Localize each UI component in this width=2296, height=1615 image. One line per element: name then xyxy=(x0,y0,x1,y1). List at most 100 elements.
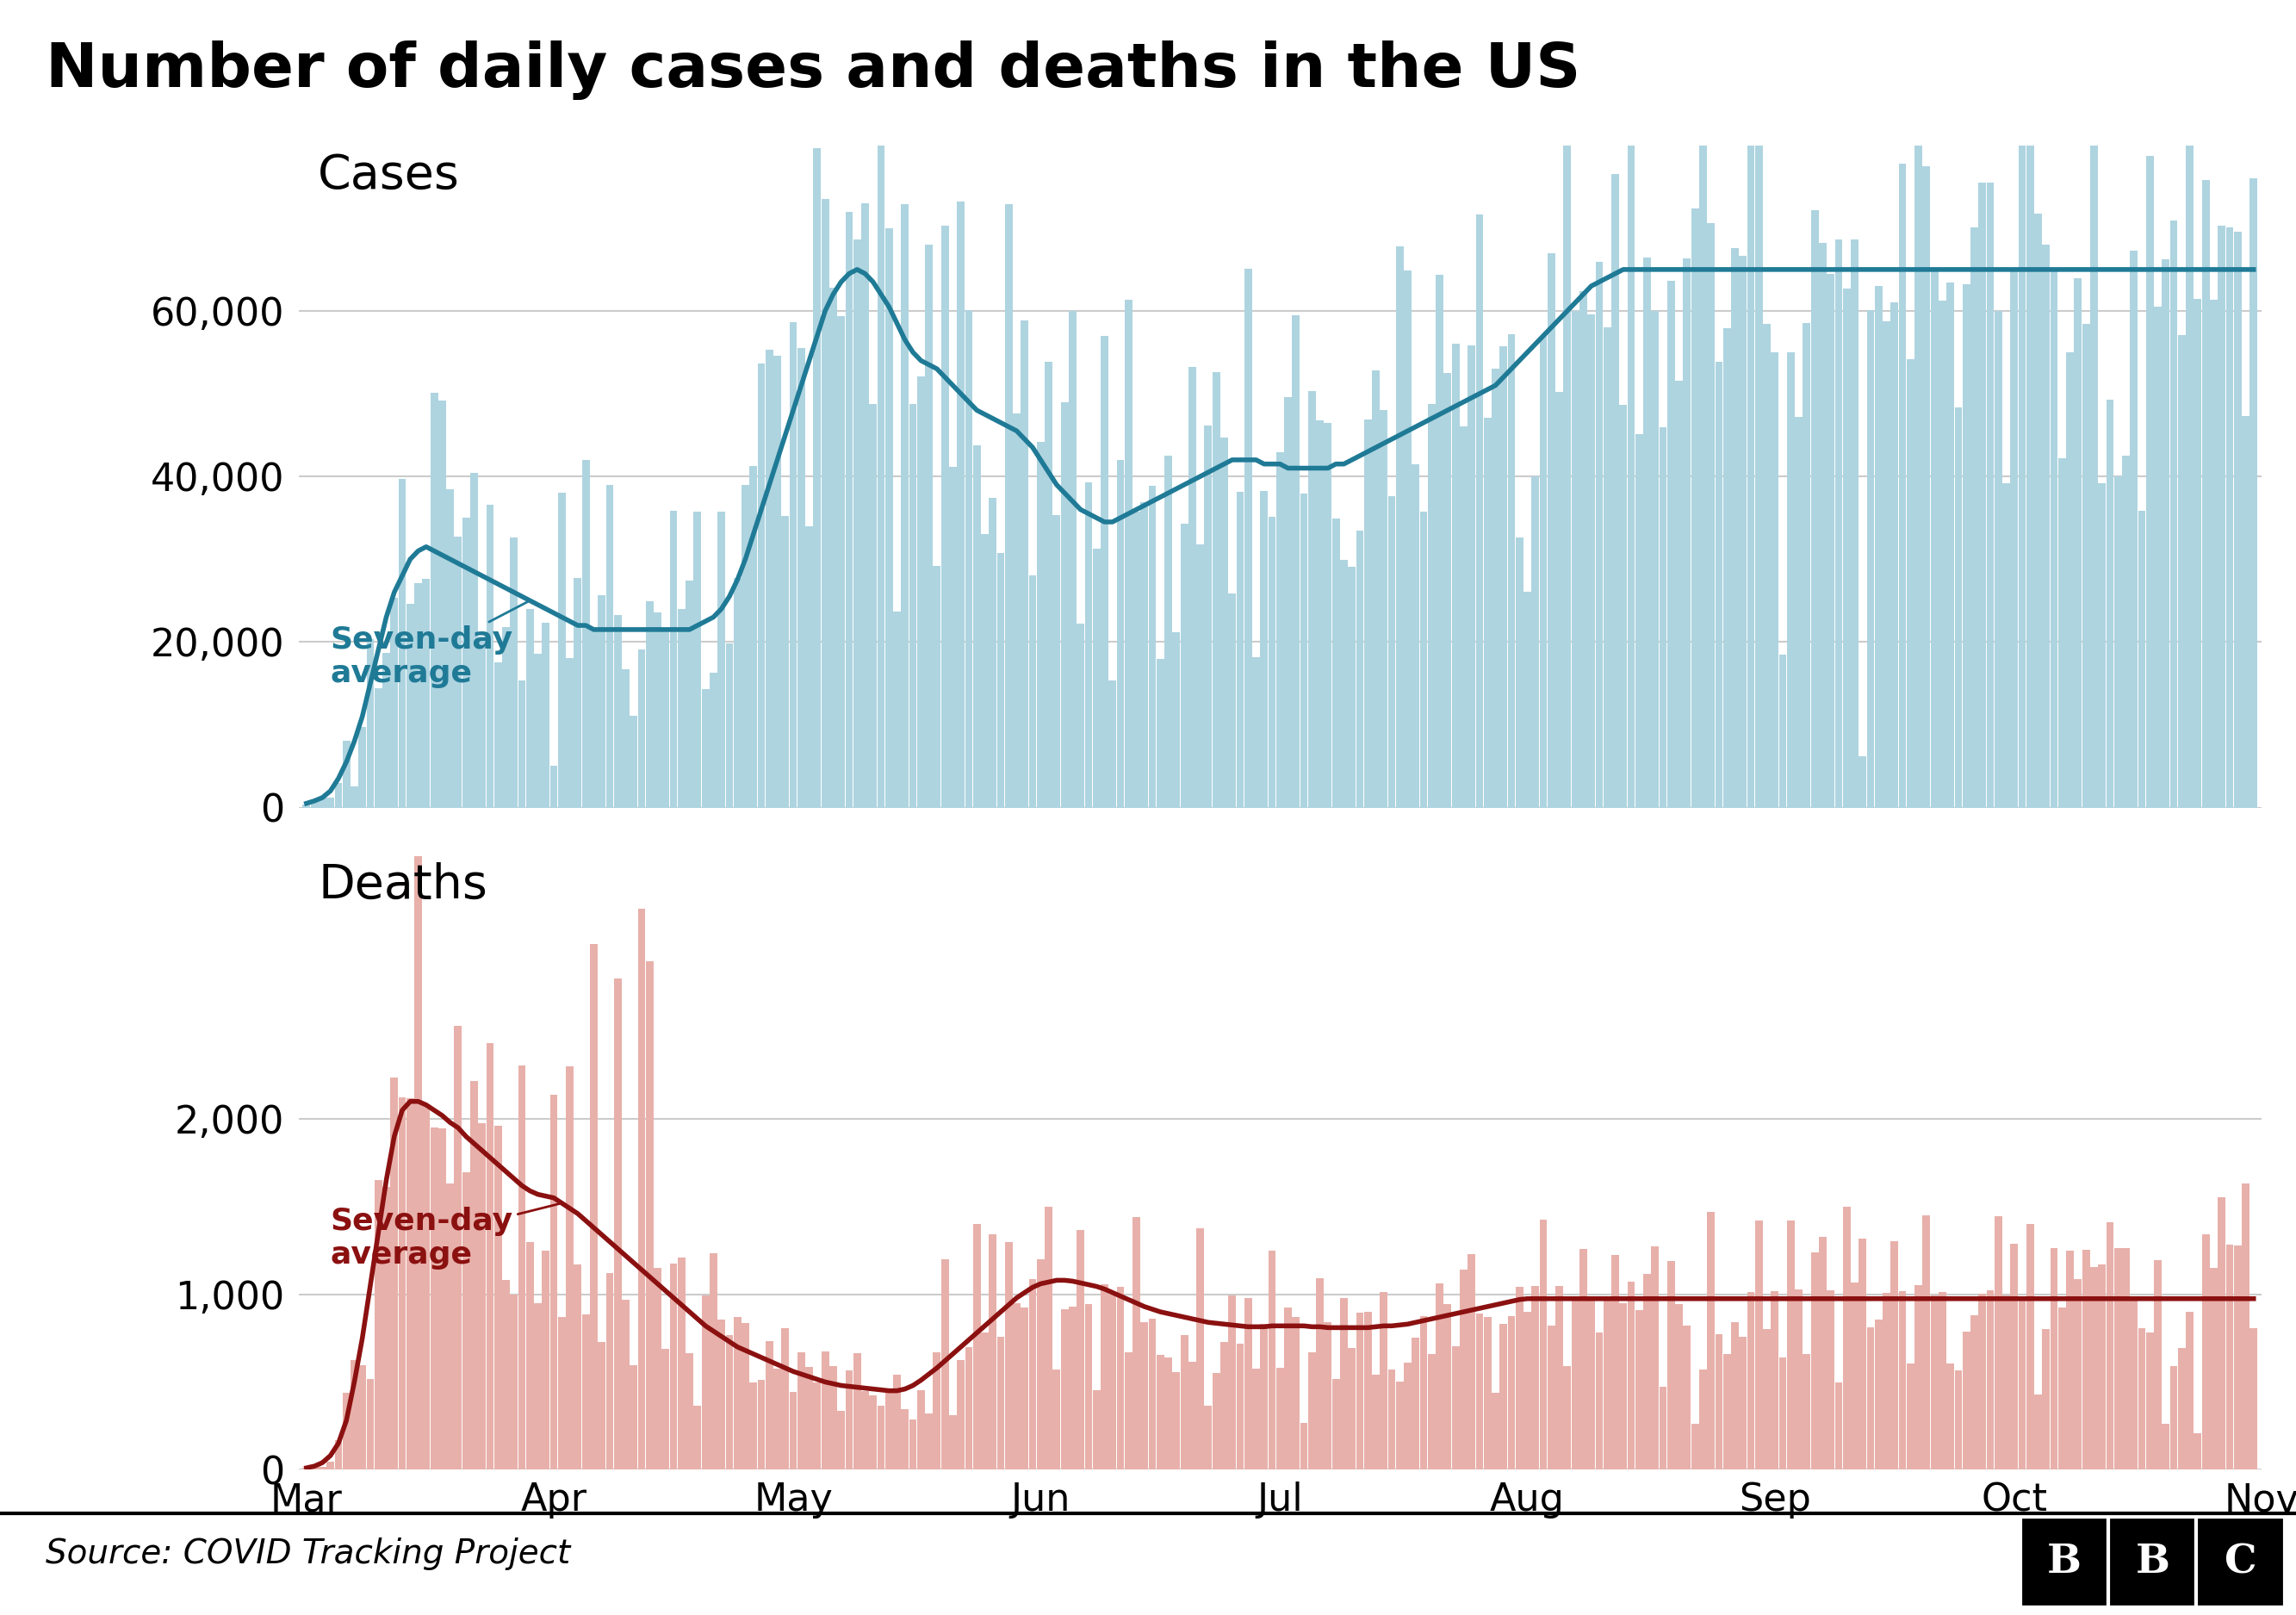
Bar xyxy=(2027,134,2034,808)
Bar xyxy=(1068,310,1077,808)
Bar xyxy=(1277,1368,1283,1470)
Bar xyxy=(980,535,990,808)
Bar xyxy=(709,1253,716,1470)
Bar xyxy=(1189,1361,1196,1470)
Bar xyxy=(413,775,422,1470)
Bar xyxy=(1580,291,1587,808)
Bar xyxy=(1612,1255,1619,1470)
Bar xyxy=(1419,1316,1428,1470)
Bar xyxy=(1867,1328,1874,1470)
Bar xyxy=(877,1407,884,1470)
Bar xyxy=(1906,1363,1915,1470)
Bar xyxy=(709,672,716,808)
Bar xyxy=(1492,1392,1499,1470)
Bar xyxy=(1251,657,1261,808)
Bar xyxy=(990,499,996,808)
Bar xyxy=(478,636,487,808)
Bar xyxy=(1100,1284,1109,1470)
Bar xyxy=(703,1295,709,1470)
Bar xyxy=(1125,300,1132,808)
Bar xyxy=(2147,1332,2154,1470)
Bar xyxy=(310,1465,319,1470)
Bar xyxy=(1148,1318,1157,1470)
Bar xyxy=(1541,1219,1548,1470)
Bar xyxy=(1979,1294,1986,1470)
Bar xyxy=(1444,373,1451,808)
Bar xyxy=(2043,1329,2050,1470)
Bar xyxy=(1029,575,1035,808)
Bar xyxy=(2043,244,2050,808)
Bar xyxy=(1116,1287,1125,1470)
Bar xyxy=(2057,1308,2066,1470)
Bar xyxy=(2115,1248,2122,1470)
Bar xyxy=(2011,1244,2018,1470)
Bar xyxy=(2179,1349,2186,1470)
Bar xyxy=(765,1340,774,1470)
Bar xyxy=(1899,163,1906,808)
Bar xyxy=(1970,228,1979,808)
Bar xyxy=(2131,250,2138,808)
Bar xyxy=(2186,115,2193,808)
Bar xyxy=(654,1268,661,1470)
Bar xyxy=(1587,1298,1596,1470)
Bar xyxy=(1261,491,1267,808)
Bar xyxy=(2131,1297,2138,1470)
Bar xyxy=(558,493,565,808)
Bar xyxy=(1812,1252,1818,1470)
Bar xyxy=(597,596,606,808)
Bar xyxy=(1922,1214,1931,1470)
Bar xyxy=(1708,1211,1715,1470)
Bar xyxy=(1157,1355,1164,1470)
Bar xyxy=(1915,0,1922,808)
Bar xyxy=(748,467,758,808)
Bar xyxy=(774,355,781,808)
Bar xyxy=(1580,1248,1587,1470)
Bar xyxy=(413,583,422,808)
Bar xyxy=(2202,179,2209,808)
Bar xyxy=(1835,239,1841,808)
Bar xyxy=(854,1353,861,1470)
Bar xyxy=(900,203,909,808)
Bar xyxy=(1412,465,1419,808)
Bar xyxy=(1013,413,1019,808)
Bar xyxy=(1883,1294,1890,1470)
Bar xyxy=(687,1353,693,1470)
Bar xyxy=(471,473,478,808)
Bar xyxy=(2170,221,2177,808)
Bar xyxy=(1189,367,1196,808)
Bar xyxy=(1100,336,1109,808)
Bar xyxy=(1221,1342,1228,1470)
Bar xyxy=(693,1407,700,1470)
Bar xyxy=(567,1066,574,1470)
Bar xyxy=(2108,1516,2197,1607)
Bar xyxy=(319,1466,326,1470)
Bar xyxy=(1116,460,1125,808)
Bar xyxy=(1596,262,1603,807)
Bar xyxy=(351,1360,358,1470)
Bar xyxy=(2082,325,2089,808)
Bar xyxy=(1770,1290,1779,1470)
Bar xyxy=(1770,352,1779,808)
Bar xyxy=(455,536,461,808)
Bar xyxy=(964,1347,974,1470)
Bar xyxy=(1763,1329,1770,1470)
Bar xyxy=(1667,1261,1674,1470)
Bar xyxy=(1564,1366,1570,1470)
Bar xyxy=(1435,275,1444,807)
Bar xyxy=(2202,1234,2209,1470)
Bar xyxy=(765,349,774,808)
Bar xyxy=(1460,426,1467,808)
Bar xyxy=(996,1336,1006,1470)
Bar xyxy=(1644,257,1651,808)
Bar xyxy=(893,610,900,808)
Text: Number of daily cases and deaths in the US: Number of daily cases and deaths in the … xyxy=(46,40,1582,100)
Bar xyxy=(2241,417,2250,808)
Bar xyxy=(870,404,877,808)
Bar xyxy=(964,310,974,808)
Bar xyxy=(1173,631,1180,808)
Bar xyxy=(390,1077,397,1470)
Bar xyxy=(2163,1424,2170,1470)
Bar xyxy=(2195,1434,2202,1470)
Bar xyxy=(445,1184,455,1470)
Bar xyxy=(1986,182,1993,808)
